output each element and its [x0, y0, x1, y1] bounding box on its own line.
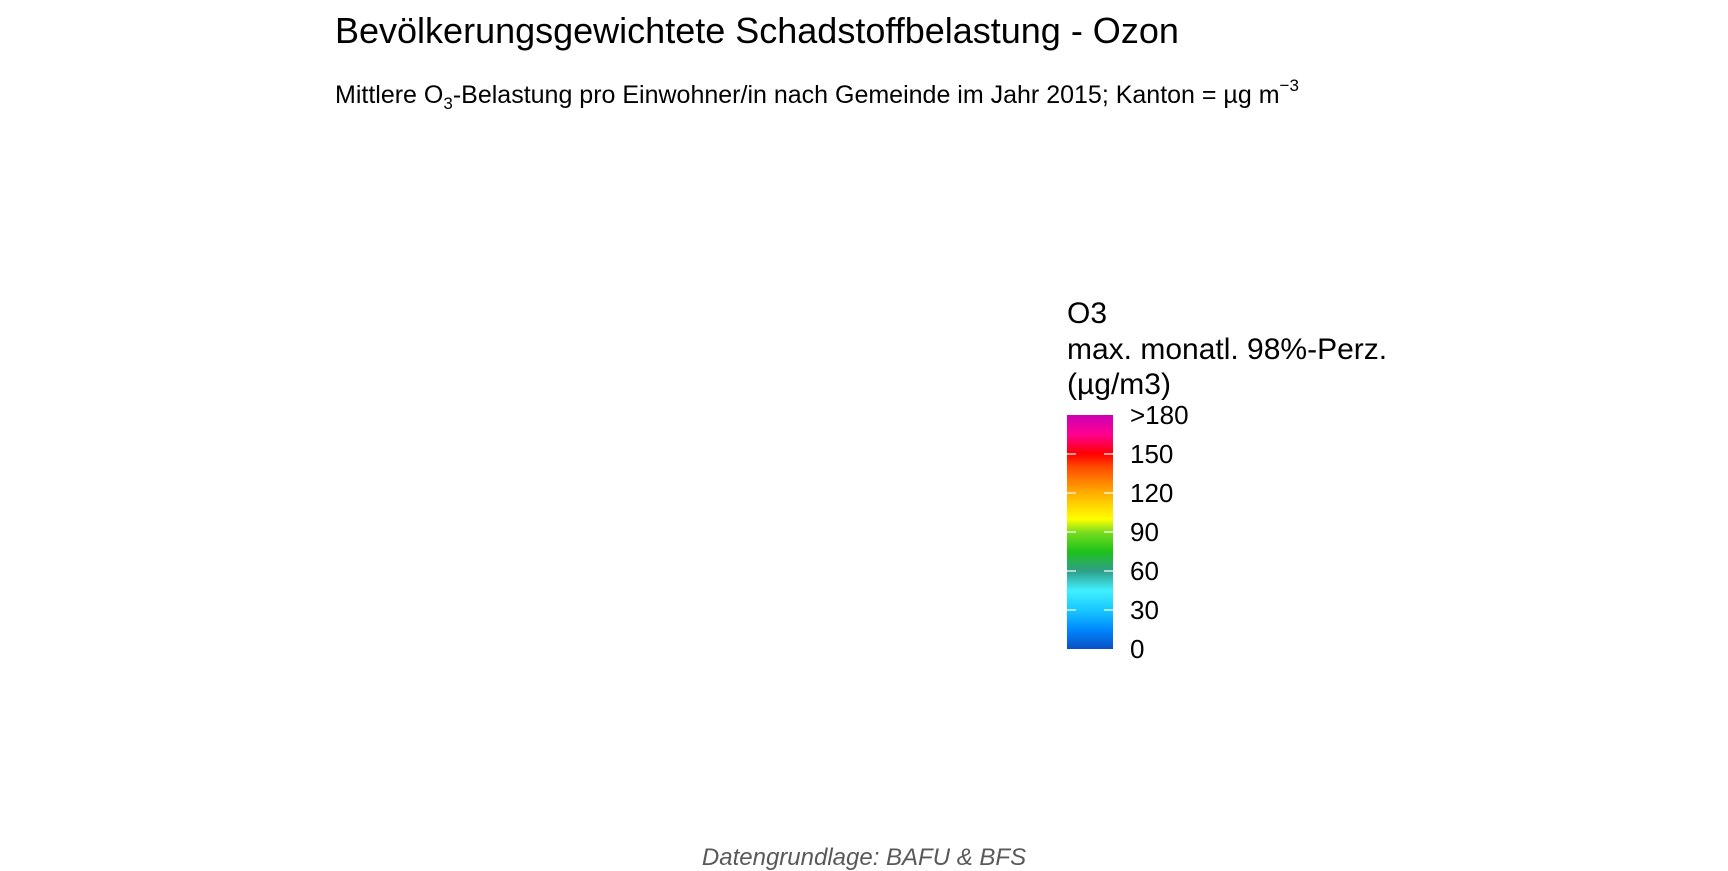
legend-tick-label: 90 — [1130, 517, 1159, 547]
legend-title-line: O3 — [1067, 297, 1108, 330]
legend-colorbar — [1067, 415, 1113, 649]
legend-title: O3 max. monatl. 98%-Perz. (µg/m3) — [1067, 296, 1387, 403]
subtitle-superscript: −3 — [1279, 76, 1299, 95]
legend-tick-label: 30 — [1130, 595, 1159, 625]
legend-tick-marks — [1067, 453, 1113, 611]
chart-subtitle: Mittlere O3-Belastung pro Einwohner/in n… — [335, 76, 1299, 113]
legend-title-line: (µg/m3) — [1067, 368, 1171, 401]
legend-tick-label: >180 — [1130, 400, 1189, 430]
map-panel — [335, 140, 1035, 790]
subtitle-text-start: Mittlere O — [335, 81, 444, 109]
legend-title-line: max. monatl. 98%-Perz. — [1067, 332, 1388, 366]
legend-tick-label: 120 — [1130, 478, 1174, 508]
legend-tick-label: 150 — [1130, 439, 1174, 469]
legend-tick-label: 0 — [1130, 634, 1145, 664]
subtitle-text-end: -Belastung pro Einwohner/in nach Gemeind… — [452, 81, 1280, 109]
data-source-caption: Datengrundlage: BAFU & BFS — [701, 844, 1027, 871]
subtitle-subscript: 3 — [443, 94, 453, 113]
legend-tick-label: 60 — [1130, 556, 1159, 586]
color-legend: O3 max. monatl. 98%-Perz. (µg/m3) 0 30 60 9… — [1067, 296, 1427, 676]
chart-title: Bevölkerungsgewichtete Schadstoffbelastu… — [335, 10, 1179, 51]
